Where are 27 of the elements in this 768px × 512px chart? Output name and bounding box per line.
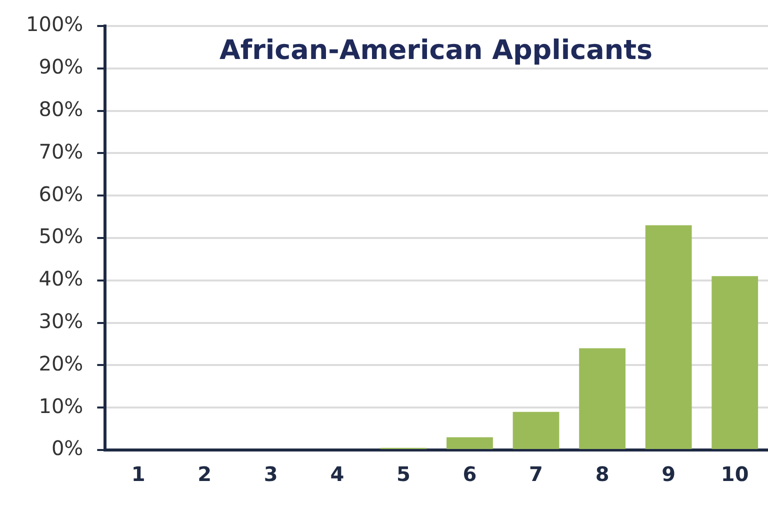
x-tick-label: 10 [720,462,749,486]
x-tick-label: 3 [264,462,278,486]
y-tick-label: 70% [38,139,84,164]
x-tick-label: 9 [662,462,676,486]
y-tick-label: 10% [38,394,84,418]
y-tick-label: 0% [51,436,84,460]
y-tick-label: 50% [38,224,84,248]
x-tick-label: 8 [595,462,610,486]
bar [512,412,560,449]
x-tick-label: 6 [462,462,477,486]
bar [645,225,692,449]
x-tick-label: 1 [131,462,146,486]
x-tick-label: 2 [198,462,212,486]
y-tick-label: 30% [38,309,84,334]
bar [446,437,493,449]
bar [579,348,626,449]
x-tick-label: 4 [330,462,344,486]
y-tick-label: 80% [38,97,84,122]
chart-title: African-American Applicants [219,35,653,66]
y-tick-label: 90% [38,54,84,79]
y-tick-label: 60% [38,182,84,206]
bar [712,276,758,449]
x-tick-label: 5 [396,462,410,486]
y-tick-label: 100% [26,12,84,36]
x-tick-label: 7 [529,462,543,486]
y-tick-label: 40% [38,266,84,291]
y-tick-label: 20% [38,351,84,376]
